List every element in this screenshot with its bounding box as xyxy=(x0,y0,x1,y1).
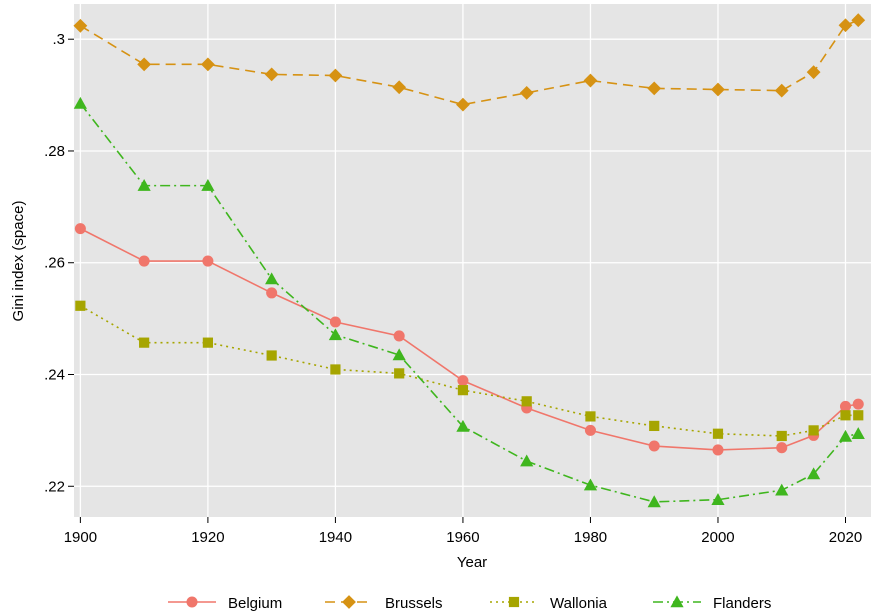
axes: .22 .24 .26 .28 .3 1900 1920 1940 1960 1980 2000 20… xyxy=(44,31,862,546)
flanders-point xyxy=(711,493,725,505)
belgium-point xyxy=(202,255,214,267)
brussels-point xyxy=(200,57,215,72)
belgium-point xyxy=(138,255,150,267)
flanders-point xyxy=(647,495,661,508)
flanders-point xyxy=(583,478,598,491)
y-tick-label: .3 xyxy=(52,31,65,48)
wallonia-point xyxy=(853,410,864,421)
wallonia-point xyxy=(521,396,532,407)
y-tick-label: .24 xyxy=(44,367,65,384)
wallonia-point xyxy=(808,425,819,436)
legend-item-brussels: Brussels xyxy=(325,595,443,612)
flanders-point xyxy=(851,427,865,440)
belgium-point xyxy=(266,287,278,299)
legend-label-wallonia: Wallonia xyxy=(550,595,608,612)
flanders-point xyxy=(456,419,470,432)
y-tick-label: .26 xyxy=(44,255,65,272)
legend-item-flanders: Flanders xyxy=(653,595,771,612)
belgium-point xyxy=(329,316,341,328)
y-tick-label: .22 xyxy=(44,478,65,495)
brussels-point xyxy=(838,18,853,33)
flanders-point xyxy=(807,467,821,480)
brussels-point xyxy=(806,65,821,80)
brussels-point xyxy=(851,13,866,28)
brussels-point xyxy=(583,73,598,88)
wallonia-point xyxy=(712,428,724,439)
belgium-point xyxy=(852,398,864,410)
brussels-point xyxy=(392,80,407,95)
belgium-point xyxy=(839,400,852,412)
x-tick-label: 1900 xyxy=(64,529,97,546)
wallonia-point xyxy=(840,410,851,421)
belgium-point xyxy=(457,375,469,387)
legend-item-belgium: Belgium xyxy=(168,595,282,612)
legend-label-brussels: Brussels xyxy=(385,595,443,612)
x-axis-label: Year xyxy=(457,554,487,571)
legend-marker-flanders xyxy=(670,595,684,608)
belgium-point xyxy=(584,424,596,436)
wallonia-point xyxy=(139,337,150,348)
flanders-point xyxy=(265,272,279,285)
brussels-point xyxy=(328,68,343,83)
series-layer xyxy=(73,13,866,508)
wallonia-point xyxy=(266,350,277,361)
belgium-point xyxy=(648,440,660,452)
brussels-point xyxy=(137,57,152,72)
belgium-point xyxy=(393,330,405,342)
brussels-line xyxy=(79,19,859,106)
legend-marker-wallonia xyxy=(508,596,520,608)
brussels-point xyxy=(774,83,789,98)
legend-label-belgium: Belgium xyxy=(228,595,282,612)
y-tick-label: .28 xyxy=(44,143,65,160)
wallonia-point xyxy=(202,337,213,348)
brussels-point xyxy=(456,97,470,112)
x-tick-label: 1940 xyxy=(319,529,352,546)
brussels-point xyxy=(264,67,279,82)
flanders-point xyxy=(201,179,215,191)
belgium-point xyxy=(712,444,724,456)
flanders-point xyxy=(775,483,789,496)
legend-marker-belgium xyxy=(186,596,198,608)
flanders-point xyxy=(520,454,534,467)
wallonia-point xyxy=(776,430,787,442)
brussels-point xyxy=(711,82,725,97)
brussels-series xyxy=(73,13,866,112)
wallonia-series xyxy=(75,300,864,442)
legend-marker-brussels xyxy=(342,595,356,609)
wallonia-point xyxy=(457,385,469,396)
belgium-point xyxy=(776,442,788,454)
brussels-point xyxy=(519,85,534,100)
legend: Belgium Brussels Wallonia Flanders xyxy=(168,595,771,612)
wallonia-point xyxy=(394,368,405,379)
x-tick-label: 2020 xyxy=(829,529,862,546)
flanders-point xyxy=(137,179,151,191)
wallonia-point xyxy=(330,364,341,375)
flanders-point xyxy=(838,429,853,442)
flanders-series xyxy=(73,96,865,508)
wallonia-point xyxy=(649,420,660,432)
legend-label-flanders: Flanders xyxy=(713,595,771,612)
legend-item-wallonia: Wallonia xyxy=(490,595,608,612)
flanders-point xyxy=(73,96,87,109)
belgium-point xyxy=(74,223,86,235)
brussels-point xyxy=(647,81,662,96)
wallonia-point xyxy=(75,300,86,311)
flanders-point xyxy=(328,328,343,341)
flanders-point xyxy=(392,348,406,361)
brussels-point xyxy=(73,18,88,33)
y-axis-label: Gini index (space) xyxy=(10,201,27,322)
x-tick-label: 1920 xyxy=(191,529,224,546)
wallonia-point xyxy=(585,411,596,422)
x-tick-label: 1980 xyxy=(574,529,607,546)
x-tick-label: 1960 xyxy=(446,529,479,546)
x-tick-label: 2000 xyxy=(701,529,734,546)
